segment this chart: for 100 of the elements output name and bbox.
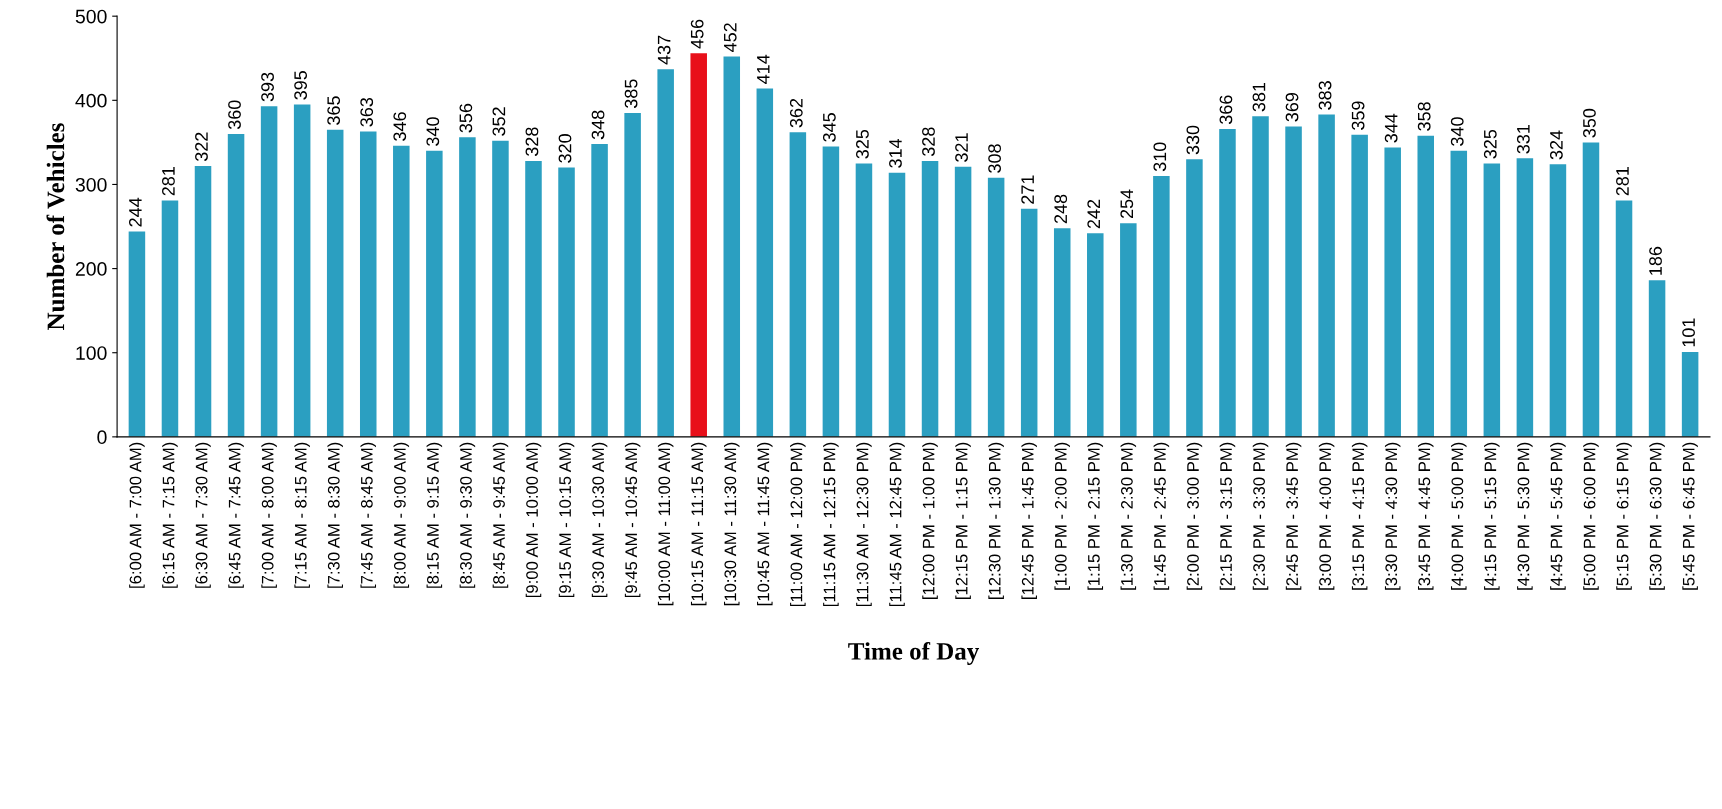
x-tick-label: [5:45 PM - 6:45 PM) <box>1682 442 1698 590</box>
bar <box>1153 176 1170 437</box>
x-tick-label: [7:45 AM - 8:45 AM) <box>360 442 377 588</box>
data-label: 383 <box>1318 81 1332 110</box>
bar <box>1417 135 1435 437</box>
data-label: 340 <box>426 117 440 146</box>
x-tick-label: [11:00 AM - 12:00 PM) <box>790 442 806 607</box>
bar <box>789 132 807 437</box>
data-label: 350 <box>1583 108 1596 138</box>
data-label: 248 <box>1054 194 1068 224</box>
bar <box>492 140 509 437</box>
bar <box>987 177 1005 437</box>
y-tick-label: 400 <box>75 93 107 108</box>
x-tick-label: [1:45 PM - 2:45 PM) <box>1153 442 1170 590</box>
data-label: 330 <box>1186 125 1200 155</box>
data-label: 328 <box>922 127 935 157</box>
bar <box>260 106 278 437</box>
x-tick-label: [5:00 PM - 6:00 PM) <box>1583 442 1599 590</box>
data-label: 360 <box>228 100 241 130</box>
x-tick-label: [1:15 PM - 2:15 PM) <box>1087 442 1104 590</box>
y-tick-label: 500 <box>75 9 107 24</box>
x-tick-label: [6:00 AM - 7:00 AM) <box>129 442 145 588</box>
bar <box>822 146 840 437</box>
data-label: 414 <box>757 54 770 84</box>
y-tick-label: 200 <box>75 262 107 276</box>
bar <box>359 131 377 437</box>
bar <box>954 166 972 437</box>
x-tick-label: [1:30 PM - 2:30 PM) <box>1120 442 1137 590</box>
data-label: 310 <box>1153 142 1167 172</box>
x-tick-label: [12:45 PM - 1:45 PM) <box>1021 442 1037 599</box>
x-tick-label: [11:15 AM - 12:15 PM) <box>823 442 839 607</box>
data-label: 325 <box>856 129 869 159</box>
x-tick-label: [10:15 AM - 11:15 AM) <box>690 442 707 606</box>
x-tick-label: [12:30 PM - 1:30 PM) <box>988 442 1004 599</box>
data-label: 362 <box>789 98 803 128</box>
x-tick-label: [7:15 AM - 8:15 AM) <box>294 442 310 588</box>
x-tick-label: [9:15 AM - 10:15 AM) <box>558 442 575 598</box>
bar <box>1648 280 1666 437</box>
data-label: 340 <box>1450 117 1464 146</box>
data-label: 244 <box>128 197 142 227</box>
data-label: 366 <box>1219 95 1233 125</box>
bar <box>1681 351 1699 437</box>
bar <box>657 69 674 437</box>
x-tick-label: [6:15 AM - 7:15 AM) <box>162 442 178 588</box>
data-label: 358 <box>1417 102 1431 131</box>
x-tick-label: [10:30 AM - 11:30 AM) <box>724 442 740 606</box>
bar <box>1516 158 1534 437</box>
bar <box>1450 150 1468 437</box>
y-axis-title: Number of Vehicles <box>46 123 65 330</box>
bar <box>161 200 179 437</box>
x-tick-label: [3:30 PM - 4:30 PM) <box>1384 442 1401 590</box>
data-label: 359 <box>1351 101 1365 130</box>
bar <box>1020 208 1038 437</box>
bar <box>1186 159 1203 437</box>
bar <box>921 160 939 437</box>
x-tick-label: [3:15 PM - 4:15 PM) <box>1351 442 1368 590</box>
data-label: 352 <box>492 107 506 136</box>
bar <box>227 133 245 437</box>
y-tick-label: 100 <box>76 346 107 360</box>
bar <box>1351 134 1368 437</box>
data-label: 356 <box>459 103 473 133</box>
bar <box>1120 223 1137 437</box>
data-label: 101 <box>1682 318 1695 347</box>
x-tick-label: [6:30 AM - 7:30 AM) <box>195 442 211 588</box>
bar <box>128 231 146 437</box>
y-tick-label: 300 <box>75 177 107 192</box>
bar <box>723 56 741 437</box>
bar <box>426 150 443 437</box>
data-label: 186 <box>1649 246 1662 275</box>
x-tick-label: [2:45 PM - 3:45 PM) <box>1285 442 1302 590</box>
bar <box>1219 128 1236 437</box>
x-tick-label: [2:15 PM - 3:15 PM) <box>1219 442 1236 590</box>
x-tick-label: [9:30 AM - 10:30 AM) <box>591 442 608 598</box>
bar <box>1549 164 1567 437</box>
data-label: 348 <box>591 110 605 140</box>
bar <box>1087 233 1104 437</box>
x-tick-label: [2:00 PM - 3:00 PM) <box>1186 442 1203 590</box>
data-label: 363 <box>360 97 374 127</box>
bar <box>558 167 575 437</box>
data-label: 365 <box>327 96 341 125</box>
x-tick-label: [5:30 PM - 6:30 PM) <box>1649 442 1665 590</box>
x-tick-label: [7:30 AM - 8:30 AM) <box>327 442 343 588</box>
data-label: 308 <box>988 144 1001 173</box>
data-label: 281 <box>162 167 175 196</box>
x-tick-label: [10:45 AM - 11:45 AM) <box>757 442 773 606</box>
x-tick-label: [2:30 PM - 3:30 PM) <box>1252 442 1269 590</box>
data-label: 381 <box>1252 82 1266 112</box>
data-label: 271 <box>1021 175 1034 204</box>
x-tick-label: [7:00 AM - 8:00 AM) <box>261 442 277 588</box>
bar <box>393 145 410 437</box>
bar <box>1582 142 1600 437</box>
bar <box>624 112 641 437</box>
x-tick-label: [4:15 PM - 5:15 PM) <box>1484 442 1500 590</box>
x-tick-label: [9:00 AM - 10:00 AM) <box>525 442 542 598</box>
data-label: 328 <box>525 127 539 157</box>
y-tick-label: 0 <box>97 430 107 445</box>
x-tick-label: [4:30 PM - 5:30 PM) <box>1517 442 1533 590</box>
x-tick-label: [9:45 AM - 10:45 AM) <box>624 442 641 598</box>
x-tick-label: [12:15 PM - 1:15 PM) <box>955 442 971 599</box>
data-label: 314 <box>889 138 902 168</box>
